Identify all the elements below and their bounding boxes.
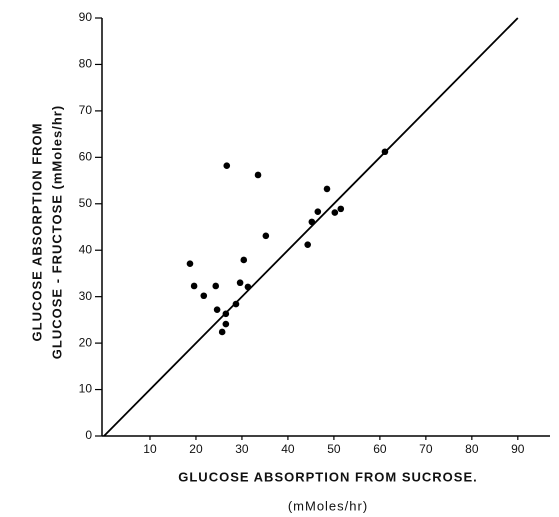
point xyxy=(240,256,248,264)
point xyxy=(222,320,230,328)
x-axis-label: GLUCOSE ABSORPTION FROM SUCROSE. xyxy=(178,469,477,484)
y-tick-label: 20 xyxy=(79,335,93,349)
point xyxy=(218,328,226,336)
x-tick-label: 80 xyxy=(465,442,479,456)
point xyxy=(381,148,389,156)
point xyxy=(212,282,220,290)
point xyxy=(222,310,230,318)
y-tick-label: 40 xyxy=(79,242,93,256)
y-tick-label: 80 xyxy=(79,57,93,71)
y-tick-label: 10 xyxy=(79,382,93,396)
identity-line xyxy=(103,17,519,437)
point xyxy=(223,162,231,169)
x-tick-label: 60 xyxy=(373,442,387,456)
point xyxy=(314,208,322,215)
x-tick-label: 10 xyxy=(143,442,157,456)
point xyxy=(323,185,331,193)
x-tick-label: 50 xyxy=(327,442,341,456)
y-tick-label: 0 xyxy=(85,428,92,442)
point xyxy=(337,205,345,213)
x-tick-label: 30 xyxy=(235,442,249,456)
x-tick-label: 90 xyxy=(511,442,525,456)
point xyxy=(232,300,240,308)
point xyxy=(213,306,221,313)
point xyxy=(190,282,198,290)
point xyxy=(244,283,252,291)
y-tick-label: 70 xyxy=(79,103,93,117)
y-tick-label: 60 xyxy=(79,150,93,164)
point xyxy=(186,260,194,267)
point xyxy=(304,241,311,248)
y-tick-label: 90 xyxy=(79,10,93,24)
point xyxy=(200,292,208,300)
point xyxy=(254,171,262,179)
point xyxy=(308,218,316,226)
y-axis-label: GLUCOSE ABSORPTION FROM xyxy=(29,123,44,342)
point xyxy=(331,209,339,216)
point xyxy=(236,279,244,287)
x-tick-label: 40 xyxy=(281,442,295,456)
y-tick-label: 30 xyxy=(79,289,93,303)
x-axis-unit: (mMoles/hr) xyxy=(288,498,368,513)
y-axis-label-2: GLUCOSE - FRUCTOSE (mMoles/hr) xyxy=(49,105,64,359)
point xyxy=(262,232,270,240)
x-tick-label: 70 xyxy=(419,442,433,456)
x-tick-label: 20 xyxy=(189,442,203,456)
y-tick-label: 50 xyxy=(79,196,93,210)
